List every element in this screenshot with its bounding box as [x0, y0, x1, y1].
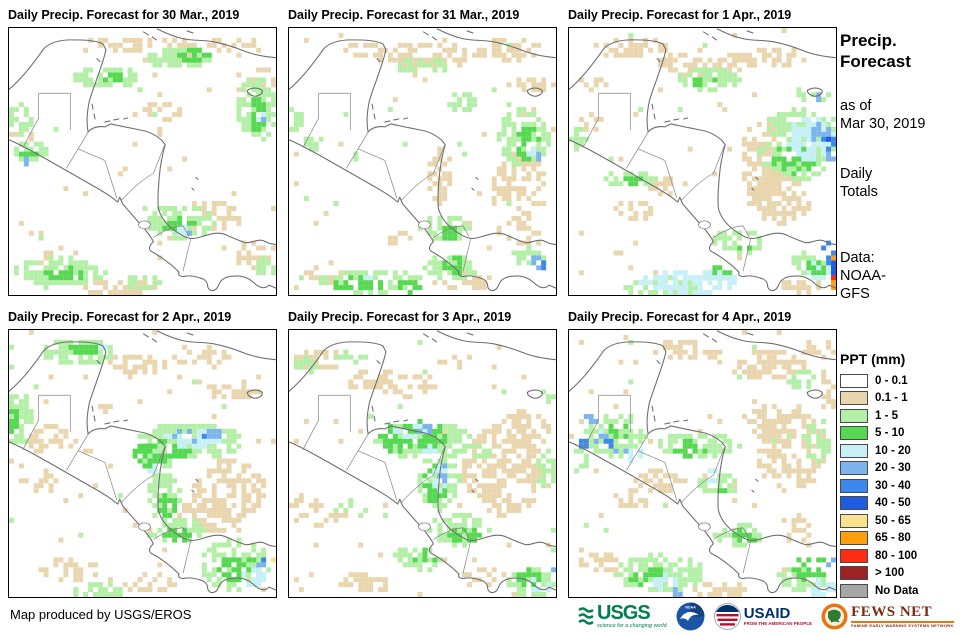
usaid-logo: USAID FROM THE AMERICAN PEOPLE — [713, 602, 813, 630]
map-frame — [568, 329, 837, 598]
totals-label: Daily Totals — [840, 166, 878, 201]
legend-swatch — [840, 496, 868, 511]
noaa-logo: NOAA — [676, 602, 705, 631]
page-title: Precip. Forecast — [840, 31, 911, 72]
precip-map-1-apr — [569, 28, 836, 295]
fewsnet-tagline: FAMINE EARLY WARNING SYSTEMS NETWORK — [851, 622, 954, 628]
legend-label: 30 - 40 — [875, 479, 911, 492]
usgs-wordmark: USGS — [597, 601, 651, 624]
map-frame — [288, 27, 557, 296]
legend-entry: 10 - 20 — [840, 442, 970, 460]
precip-map-30-mar — [9, 28, 276, 295]
usaid-emblem-icon — [713, 602, 741, 630]
legend-swatch — [840, 391, 868, 406]
legend-swatch — [840, 513, 868, 528]
map-panel-1-apr: Daily Precip. Forecast for 1 Apr., 2019 — [568, 6, 840, 296]
map-title: Daily Precip. Forecast for 3 Apr., 2019 — [288, 310, 512, 324]
map-title: Daily Precip. Forecast for 30 Mar., 2019 — [8, 8, 240, 22]
legend-entry: 1 - 5 — [840, 407, 970, 425]
legend-label: > 100 — [875, 567, 905, 580]
legend-swatch — [840, 566, 868, 581]
legend-swatch — [840, 443, 868, 458]
legend-label: 1 - 5 — [875, 409, 899, 422]
legend-entry: 0 - 0.1 — [840, 372, 970, 390]
map-panel-4-apr: Daily Precip. Forecast for 4 Apr., 2019 — [568, 308, 840, 598]
map-frame — [8, 329, 277, 598]
legend-entry: 50 - 65 — [840, 512, 970, 530]
legend-swatch — [840, 583, 868, 598]
svg-text:NOAA: NOAA — [685, 605, 696, 609]
legend-label: 80 - 100 — [875, 549, 918, 562]
fewsnet-underline — [851, 620, 954, 623]
legend-label: 20 - 30 — [875, 462, 911, 475]
usaid-tagline: FROM THE AMERICAN PEOPLE — [743, 620, 813, 626]
legend-entry: 65 - 80 — [840, 530, 970, 548]
legend-label: 50 - 65 — [875, 514, 911, 527]
map-title: Daily Precip. Forecast for 1 Apr., 2019 — [568, 8, 792, 22]
usaid-wordmark: USAID — [743, 604, 791, 622]
map-frame — [568, 27, 837, 296]
precip-map-2-apr — [9, 330, 276, 597]
precip-map-3-apr — [289, 330, 556, 597]
legend-entry: 30 - 40 — [840, 477, 970, 495]
usgs-logo: USGS science for a changing world — [578, 603, 667, 630]
usgs-tagline: science for a changing world — [597, 622, 667, 629]
legend-swatch — [840, 548, 868, 563]
legend-label: 40 - 50 — [875, 497, 911, 510]
legend-label: 5 - 10 — [875, 427, 905, 440]
map-frame — [8, 27, 277, 296]
fewsnet-globe-icon — [821, 603, 848, 629]
legend-entry: No Data — [840, 582, 970, 600]
legend-entry: 5 - 10 — [840, 425, 970, 443]
precip-map-4-apr — [569, 330, 836, 597]
map-panel-31-mar: Daily Precip. Forecast for 31 Mar., 2019 — [288, 6, 560, 296]
fewsnet-logo: FEWS NET FAMINE EARLY WARNING SYSTEMS NE… — [821, 603, 954, 630]
map-title: Daily Precip. Forecast for 4 Apr., 2019 — [568, 310, 792, 324]
legend-swatch — [840, 478, 868, 493]
legend-swatch — [840, 426, 868, 441]
legend-entry: > 100 — [840, 565, 970, 583]
legend-entry: 20 - 30 — [840, 460, 970, 478]
logo-strip: USGS science for a changing world NOAA — [578, 599, 954, 633]
precip-map-31-mar — [289, 28, 556, 295]
legend-swatch — [840, 461, 868, 476]
map-panel-30-mar: Daily Precip. Forecast for 30 Mar., 2019 — [8, 6, 280, 296]
legend-label: No Data — [875, 584, 919, 597]
as-of-date: as of Mar 30, 2019 — [840, 98, 926, 133]
legend-entry: 80 - 100 — [840, 547, 970, 565]
legend-swatch — [840, 531, 868, 546]
legend-title: PPT (mm) — [840, 351, 906, 367]
legend-label: 10 - 20 — [875, 444, 911, 457]
usgs-wave-icon — [578, 607, 594, 625]
legend-entry: 0.1 - 1 — [840, 390, 970, 408]
fewsnet-wordmark: FEWS NET — [851, 603, 933, 620]
noaa-emblem-icon: NOAA — [676, 602, 705, 630]
map-title: Daily Precip. Forecast for 2 Apr., 2019 — [8, 310, 232, 324]
map-title: Daily Precip. Forecast for 31 Mar., 2019 — [288, 8, 520, 22]
legend-swatch — [840, 373, 868, 388]
data-source: Data: NOAA- GFS — [840, 250, 886, 303]
legend-label: 0 - 0.1 — [875, 374, 908, 387]
legend: 0 - 0.1 0.1 - 1 1 - 5 5 - 10 10 - 20 20 - 30 3… — [840, 372, 970, 600]
legend-label: 0.1 - 1 — [875, 392, 908, 405]
map-frame — [288, 329, 557, 598]
legend-entry: 40 - 50 — [840, 495, 970, 513]
legend-label: 65 - 80 — [875, 532, 911, 545]
map-panel-3-apr: Daily Precip. Forecast for 3 Apr., 2019 — [288, 308, 560, 598]
map-panel-2-apr: Daily Precip. Forecast for 2 Apr., 2019 — [8, 308, 280, 598]
map-credit: Map produced by USGS/EROS — [10, 607, 192, 622]
legend-swatch — [840, 408, 868, 423]
